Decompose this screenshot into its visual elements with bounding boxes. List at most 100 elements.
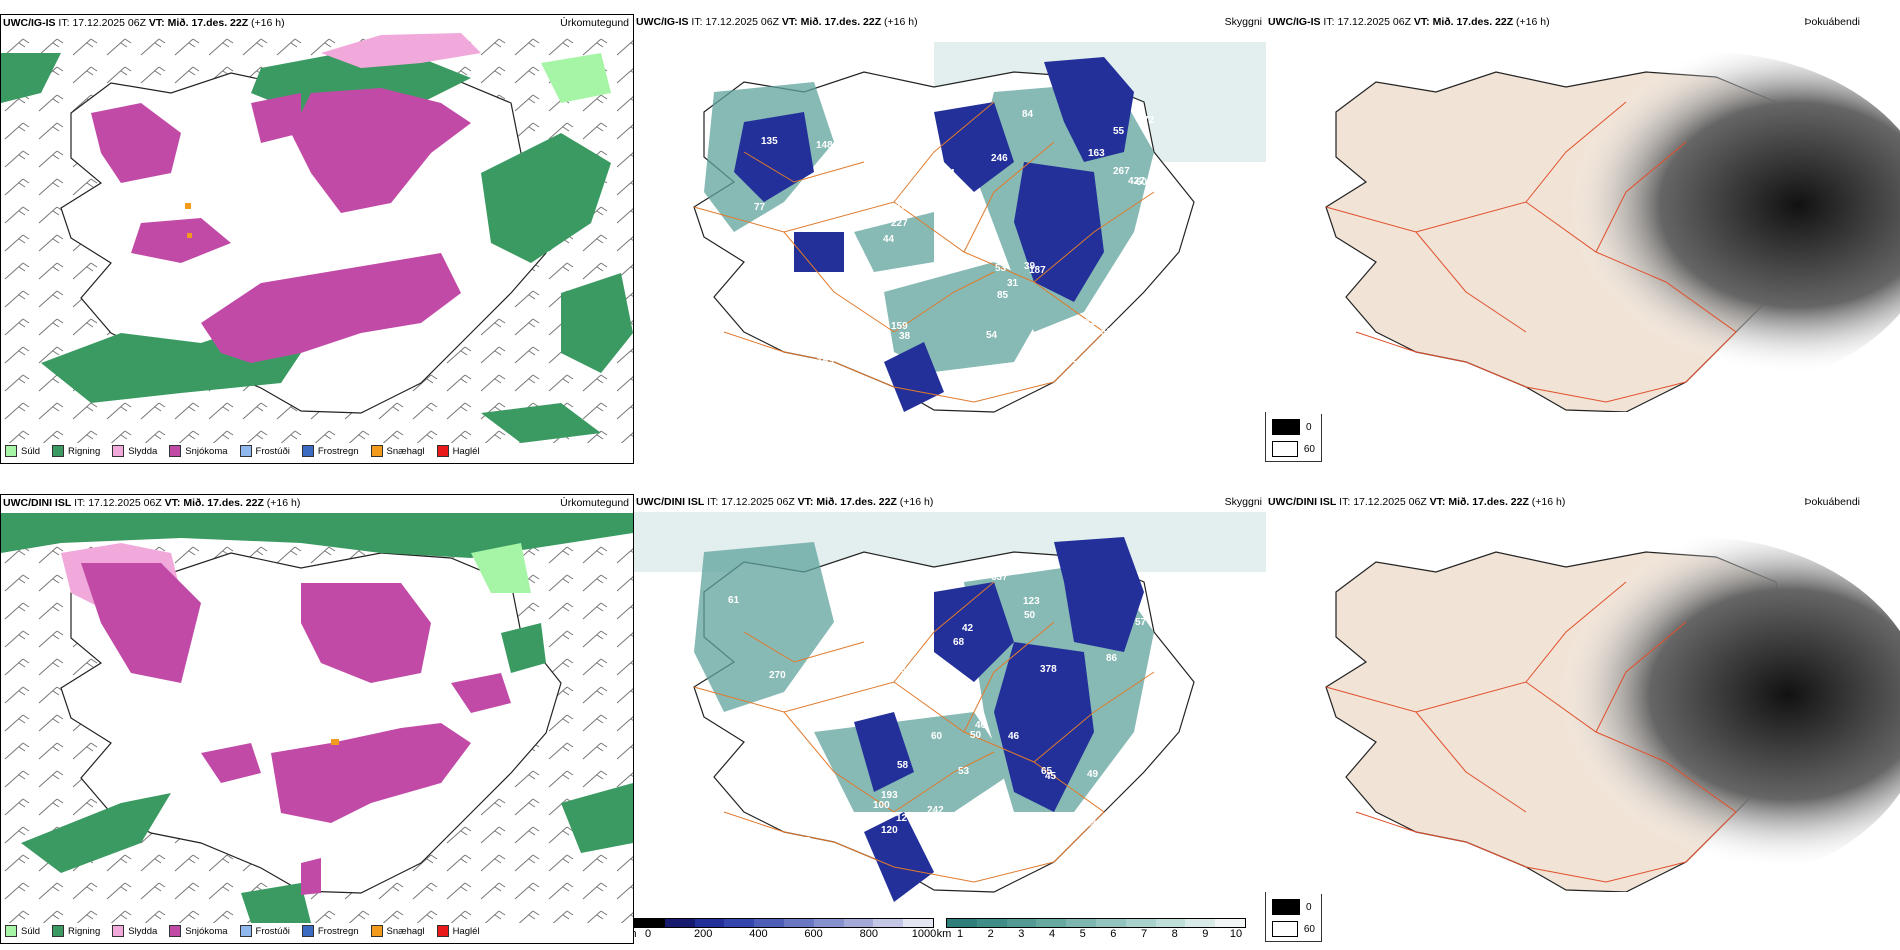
map-value-label: 65 (1041, 766, 1053, 777)
map-value-label: 153 (817, 356, 834, 367)
map-value-label: 50 (938, 832, 950, 843)
road-network (693, 101, 1155, 403)
dew-legend-row2: 0 60 (1265, 892, 1322, 942)
map-value-label: 227 (891, 218, 908, 229)
map-value-label: 242 (927, 805, 944, 816)
map-value-label: 246 (991, 153, 1008, 164)
visibility-labels: 963 500 (932, 671, 1125, 874)
map-value-label: 57 (1135, 617, 1147, 628)
map-value-label: 33 (738, 375, 750, 386)
map-value-label: 54 (901, 665, 913, 676)
legend-item-snow: Snjókoma (169, 445, 228, 457)
map-value-label: 963 (932, 671, 949, 682)
map-value-label: 53 (958, 766, 970, 777)
legend-item-freezing-rain: Frostregn (301, 445, 359, 457)
map-value-label: 40 (975, 720, 987, 731)
legend-swatch (169, 925, 182, 937)
map-value-label: 145 (894, 139, 911, 150)
map-value-label: 163 (1088, 148, 1105, 159)
map-value-label: 137 (1106, 360, 1123, 371)
colorbar-tick: 400 (749, 928, 768, 940)
cloud-vis-panel-row1: UWC/IG-IS IT: 17.12.2025 06Z VT: Mið. 17… (634, 14, 1266, 434)
map-value-label: 83 (741, 366, 753, 377)
colorbar-segment (843, 919, 874, 927)
snow-area (91, 88, 471, 363)
precip-map (1, 513, 633, 923)
colorbar-segment (1066, 919, 1096, 927)
map-value-label: 378 (1040, 664, 1057, 675)
legend-swatch (436, 925, 449, 937)
map-value-label: 77 (799, 836, 811, 847)
map-value-label: 68 (953, 637, 965, 648)
panel-title: Þokuábendi (1804, 16, 1860, 28)
cloud-base-area (734, 57, 1134, 412)
colorbar-segment (873, 919, 904, 927)
panel-header: UWC/DINI ISL IT: 17.12.2025 06Z VT: Mið.… (636, 496, 934, 508)
map-value-label: 187 (1029, 265, 1046, 276)
legend-swatch (239, 445, 252, 457)
legend-item-hail: Haglél (436, 445, 480, 457)
map-value-label: 60 (1136, 177, 1148, 188)
legend-item-rain: Rigning (52, 445, 100, 457)
map-value-label: 72 (779, 845, 791, 856)
colorbar-unit: m (634, 928, 637, 940)
map-value-label: 193 (881, 790, 898, 801)
road-network (693, 581, 1155, 883)
legend-item-drizzle: Súld (5, 445, 40, 457)
colorbar-segment (947, 919, 977, 927)
colorbar-segment (754, 919, 784, 927)
panel-header: UWC/IG-IS IT: 17.12.2025 06Z VT: Mið. 17… (1268, 16, 1550, 28)
colorbar-tick: 200 (694, 928, 713, 940)
panel-title: Þokuábendi (1804, 496, 1860, 508)
map-value-label: 120 (896, 813, 913, 824)
visibility-colorbar: km 1 2 3 4 5 6 7 8 9 10 (937, 918, 1246, 942)
colorbar-segment (724, 919, 755, 927)
colorbar-segment (1006, 919, 1037, 927)
colorbar-tick: 3 (1018, 928, 1025, 940)
legend-swatch (1272, 899, 1300, 915)
colorbar-tick: 600 (804, 928, 823, 940)
colorbar-segment (635, 919, 665, 927)
colorbar-segment (813, 919, 844, 927)
colorbar-tick: 10 (1229, 928, 1243, 940)
map-value-label: 72 (1072, 360, 1084, 371)
map-value-label: 100 (873, 800, 890, 811)
map-value-label: 637 (991, 572, 1008, 583)
panel-title: Úrkomutegund (560, 497, 629, 509)
colorbar-segment (694, 919, 725, 927)
map-value-label: 78 (896, 96, 908, 107)
map-value-label: 427 (1128, 176, 1145, 187)
legend-swatch (1272, 441, 1298, 457)
drizzle-area (541, 53, 611, 103)
map-value-label: 73 (819, 299, 831, 310)
map-value-label: 104 (863, 624, 880, 635)
cloud-base-labels: 137 77 55 44 246 142 145 104 234 190 88 326 184 174 18… (737, 96, 1170, 391)
legend-item-sleet: Slydda (112, 445, 157, 457)
map-value-label: 135 (761, 136, 778, 147)
colorbar-segment (1095, 919, 1126, 927)
map-value-label: 262 (819, 663, 836, 674)
colorbar-tick: 0 (644, 928, 652, 940)
map-value-label: 44 (883, 234, 895, 245)
visibility-labels: 130 427 136 (1085, 176, 1145, 341)
map-value-label: 118 (1052, 823, 1069, 834)
map-value-label: 50 (970, 730, 982, 741)
cloud-vis-map: 137 77 55 44 246 142 145 104 234 190 88 326 184 174 18… (693, 42, 1266, 413)
sleet-area (321, 33, 481, 68)
map-value-label: 84 (1022, 109, 1034, 120)
map-value-label: 84 (1018, 814, 1030, 825)
map-value-label: 130 (1085, 317, 1102, 328)
legend-swatch (436, 445, 449, 457)
panel-title: Skyggni (1224, 496, 1262, 508)
panel-header: UWC/DINI ISL IT: 17.12.2025 06Z VT: Mið.… (3, 497, 301, 509)
colorbar-strip (634, 918, 934, 928)
map-value-label: 104 (938, 168, 955, 179)
legend-item-snow-pellets: Snæhagl (370, 445, 425, 457)
map-value-label: 60 (931, 731, 943, 742)
colorbar-tick: 800 (859, 928, 878, 940)
map-value-label: 53 (995, 263, 1007, 274)
legend-swatch (1272, 921, 1298, 937)
map-value-label: 142 (776, 365, 793, 376)
map-value-label: 76 (868, 657, 880, 668)
precip-panel-row1: UWC/IG-IS IT: 17.12.2025 06Z VT: Mið. 17… (0, 14, 634, 464)
